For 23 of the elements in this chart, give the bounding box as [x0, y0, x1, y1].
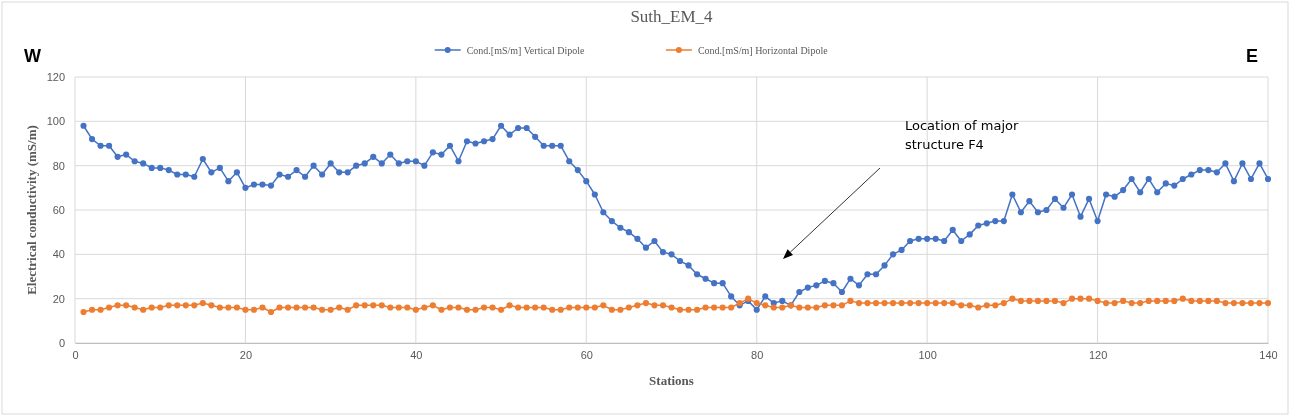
- text: W: [24, 46, 41, 66]
- x-tick-label: 80: [751, 348, 764, 361]
- x-tick-label: 20: [239, 348, 253, 361]
- legend-label: Cond.[mS/m] Vertical Dipole: [466, 45, 586, 56]
- y-tick-label: 0: [58, 337, 65, 350]
- y-tick-label: 100: [46, 115, 65, 128]
- x-tick-label: 40: [410, 348, 423, 361]
- x-tick-label: 60: [580, 348, 593, 361]
- y-tick-label: 20: [52, 292, 65, 305]
- text: E: [1245, 46, 1258, 66]
- y-tick-label: 60: [52, 204, 65, 217]
- x-tick-label: 120: [1088, 348, 1108, 361]
- x-tick-label: 100: [918, 348, 937, 361]
- annotation: Location of major structure F4: [905, 118, 1019, 152]
- y-tick-label: 40: [52, 248, 65, 261]
- y-tick-label: 120: [46, 71, 65, 84]
- y-tick-label: 80: [52, 159, 65, 172]
- chart-title: Suth_EM_4: [630, 7, 714, 26]
- x-tick-label: 140: [1259, 348, 1278, 361]
- legend-label: Cond.[mS/m] Horizontal Dipole: [697, 45, 829, 56]
- x-axis-title: Stations: [649, 373, 694, 388]
- x-tick-label: 0: [72, 348, 79, 361]
- y-axis-title: Electrical conductivity (mS/m): [24, 125, 39, 295]
